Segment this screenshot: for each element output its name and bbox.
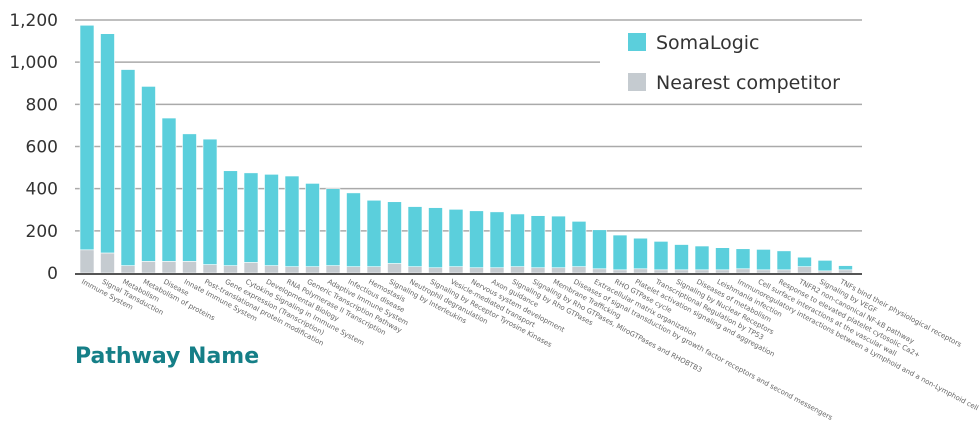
bar-somalogic	[182, 133, 197, 262]
bar-competitor	[120, 265, 136, 274]
bar-somalogic	[797, 256, 812, 267]
bar-somalogic	[694, 245, 710, 271]
bar-somalogic	[633, 237, 648, 270]
bar-competitor	[612, 269, 628, 274]
bar-somalogic	[264, 174, 279, 266]
bar-competitor	[284, 266, 300, 274]
bar-competitor	[653, 269, 669, 274]
bar-competitor	[797, 266, 812, 274]
bar-competitor	[407, 266, 423, 274]
bar-somalogic	[817, 260, 833, 272]
bar-somalogic	[284, 175, 300, 267]
bar-competitor	[776, 269, 792, 274]
bar-competitor	[694, 269, 710, 274]
bars	[79, 24, 853, 274]
y-tick-label: 800	[26, 95, 58, 115]
bar-competitor	[715, 269, 730, 274]
y-axis-tick-labels: 0 200 400 600 800 1,000 1,200	[9, 11, 58, 284]
bar-somalogic	[715, 247, 730, 271]
y-tick-label: 600	[26, 138, 58, 158]
bar-competitor	[838, 269, 853, 274]
bar-somalogic	[387, 201, 402, 264]
bar-competitor	[469, 267, 484, 274]
bar-somalogic	[243, 172, 259, 263]
bar-somalogic	[79, 24, 95, 251]
bar-somalogic	[489, 211, 505, 269]
bar-competitor	[223, 265, 238, 274]
bar-somalogic	[161, 117, 177, 262]
bar-somalogic	[366, 199, 382, 267]
bar-competitor	[735, 268, 751, 274]
bar-somalogic	[325, 188, 341, 266]
bar-somalogic	[120, 69, 136, 266]
bar-somalogic	[305, 183, 320, 267]
bar-competitor	[264, 265, 279, 274]
bar-somalogic	[530, 215, 546, 269]
bar-competitor	[161, 261, 177, 274]
bar-competitor	[571, 266, 587, 274]
y-tick-label: 400	[26, 180, 58, 200]
bar-somalogic	[407, 206, 423, 267]
bar-competitor	[182, 261, 197, 274]
legend: SomaLogic Nearest competitor	[600, 22, 870, 102]
bar-competitor	[756, 269, 771, 274]
bar-competitor	[366, 266, 382, 274]
bar-competitor	[79, 249, 95, 274]
legend-label: SomaLogic	[656, 32, 760, 54]
bar-somalogic	[756, 249, 771, 271]
bar-somalogic	[612, 234, 628, 271]
bar-competitor	[448, 266, 464, 274]
bar-competitor	[551, 267, 566, 274]
bar-competitor	[387, 263, 402, 274]
bar-somalogic	[223, 170, 238, 266]
bar-competitor	[325, 265, 341, 274]
y-tick-label: 200	[26, 222, 58, 242]
bar-competitor	[346, 266, 361, 274]
bar-somalogic	[510, 213, 525, 267]
bar-competitor	[428, 267, 443, 274]
bar-competitor	[530, 267, 546, 274]
x-axis-title: Pathway Name	[75, 344, 260, 369]
bar-somalogic	[100, 33, 115, 254]
bar-somalogic	[735, 248, 751, 270]
bar-competitor	[510, 266, 525, 274]
legend-swatch	[628, 33, 646, 51]
bar-somalogic	[571, 221, 587, 267]
y-tick-label: 1,000	[9, 53, 58, 73]
bar-somalogic	[448, 209, 464, 267]
bar-competitor	[592, 268, 607, 274]
bar-competitor	[305, 266, 320, 274]
bar-somalogic	[428, 207, 443, 269]
bar-competitor	[674, 269, 689, 274]
bar-somalogic	[776, 250, 792, 271]
bar-competitor	[489, 267, 505, 274]
bar-competitor	[817, 270, 833, 274]
bar-somalogic	[592, 229, 607, 270]
bar-somalogic	[551, 215, 566, 269]
bar-somalogic	[838, 265, 853, 271]
bar-somalogic	[141, 86, 156, 262]
legend-label: Nearest competitor	[656, 72, 840, 94]
bar-competitor	[633, 268, 648, 274]
legend-swatch	[628, 73, 646, 91]
bar-somalogic	[346, 192, 361, 267]
bar-competitor	[100, 252, 115, 274]
y-tick-label: 1,200	[9, 11, 58, 31]
bar-somalogic	[674, 244, 689, 271]
y-tick-label: 0	[47, 264, 58, 284]
bar-competitor	[202, 264, 218, 274]
bar-competitor	[141, 261, 156, 274]
bar-somalogic	[469, 210, 484, 269]
bar-somalogic	[202, 138, 218, 265]
bar-competitor	[243, 262, 259, 274]
bar-somalogic	[653, 241, 669, 271]
